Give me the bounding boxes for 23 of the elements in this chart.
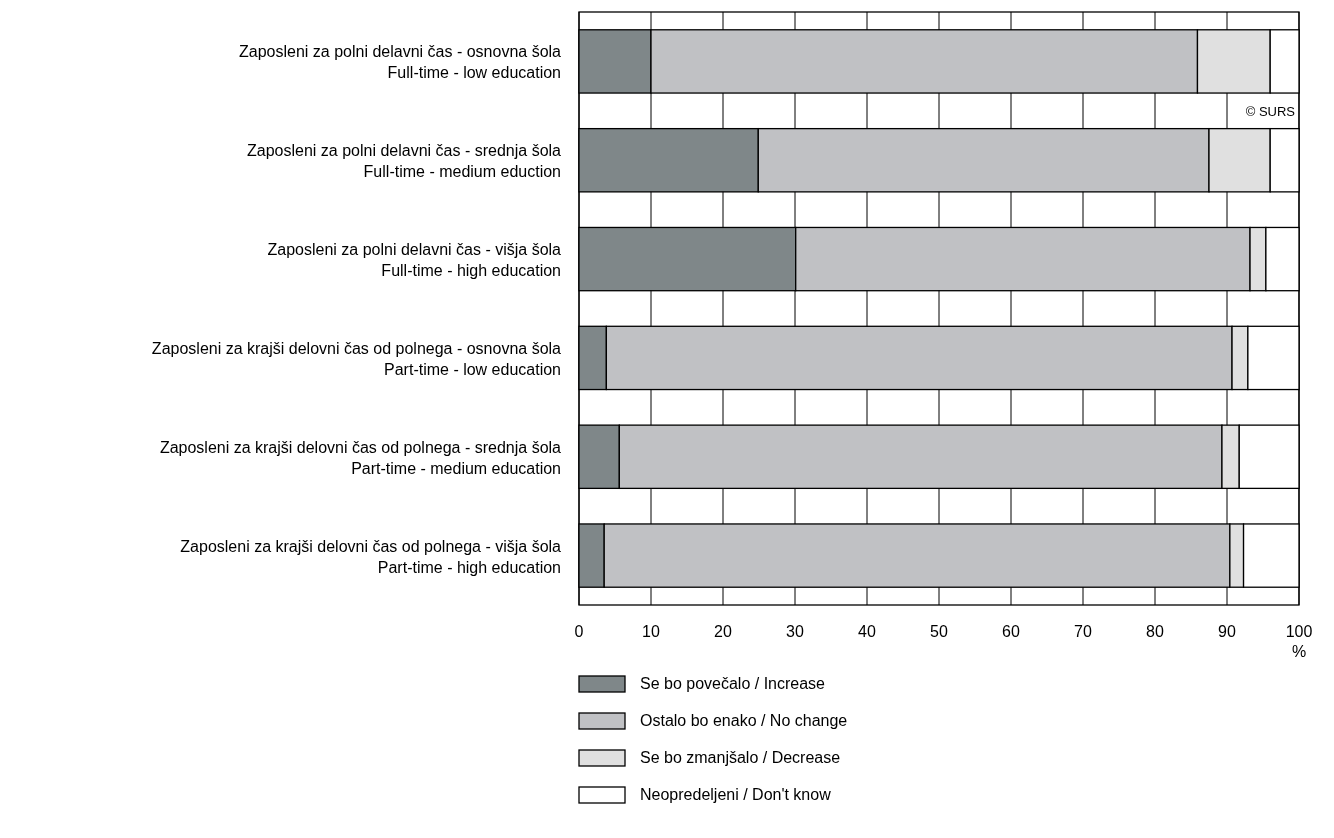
y-tick-label: Zaposleni za krajši delovni čas od polnega - osnovna šola Part-time - low education (151, 339, 562, 378)
x-tick-label: 40 (858, 623, 876, 640)
x-axis-title: % (1291, 643, 1307, 660)
legend-label: Se bo zmanjšalo / Decrease (640, 749, 841, 766)
y-tick-label: Zaposleni za polni delavni čas - srednja šola Full-time - medium eduction (247, 142, 562, 181)
legend-label: Ostalo bo enako / No change (640, 712, 848, 729)
x-tick-label: 20 (714, 623, 732, 640)
x-tick-label: 80 (1146, 623, 1164, 640)
legend-label: Neopredeljeni / Don't know (640, 786, 832, 803)
x-tick-label: 50 (930, 623, 948, 640)
x-tick-label: 0 (574, 623, 584, 640)
x-tick-label: 10 (642, 623, 660, 640)
y-tick-label: Zaposleni za krajši delovni čas od polnega - srednja šola Part-time - medium education (159, 438, 562, 477)
x-tick-label: 30 (786, 623, 804, 640)
annotation: © SURS (1245, 103, 1296, 119)
legend-label: Se bo povečalo / Increase (640, 675, 826, 692)
x-tick-label: 60 (1002, 623, 1020, 640)
y-tick-label: Zaposleni za polni delavni čas - osnovna šola Full-time - low education (239, 43, 562, 82)
x-tick-label: 70 (1074, 623, 1092, 640)
y-tick-label: Zaposleni za krajši delovni čas od polnega - višja šola Part-time - high education (180, 537, 562, 576)
x-tick-label: 90 (1218, 623, 1236, 640)
x-tick-label: 100 (1285, 623, 1313, 640)
y-tick-label: Zaposleni za polni delavni čas - višja šola Full-time - high education (267, 241, 562, 280)
